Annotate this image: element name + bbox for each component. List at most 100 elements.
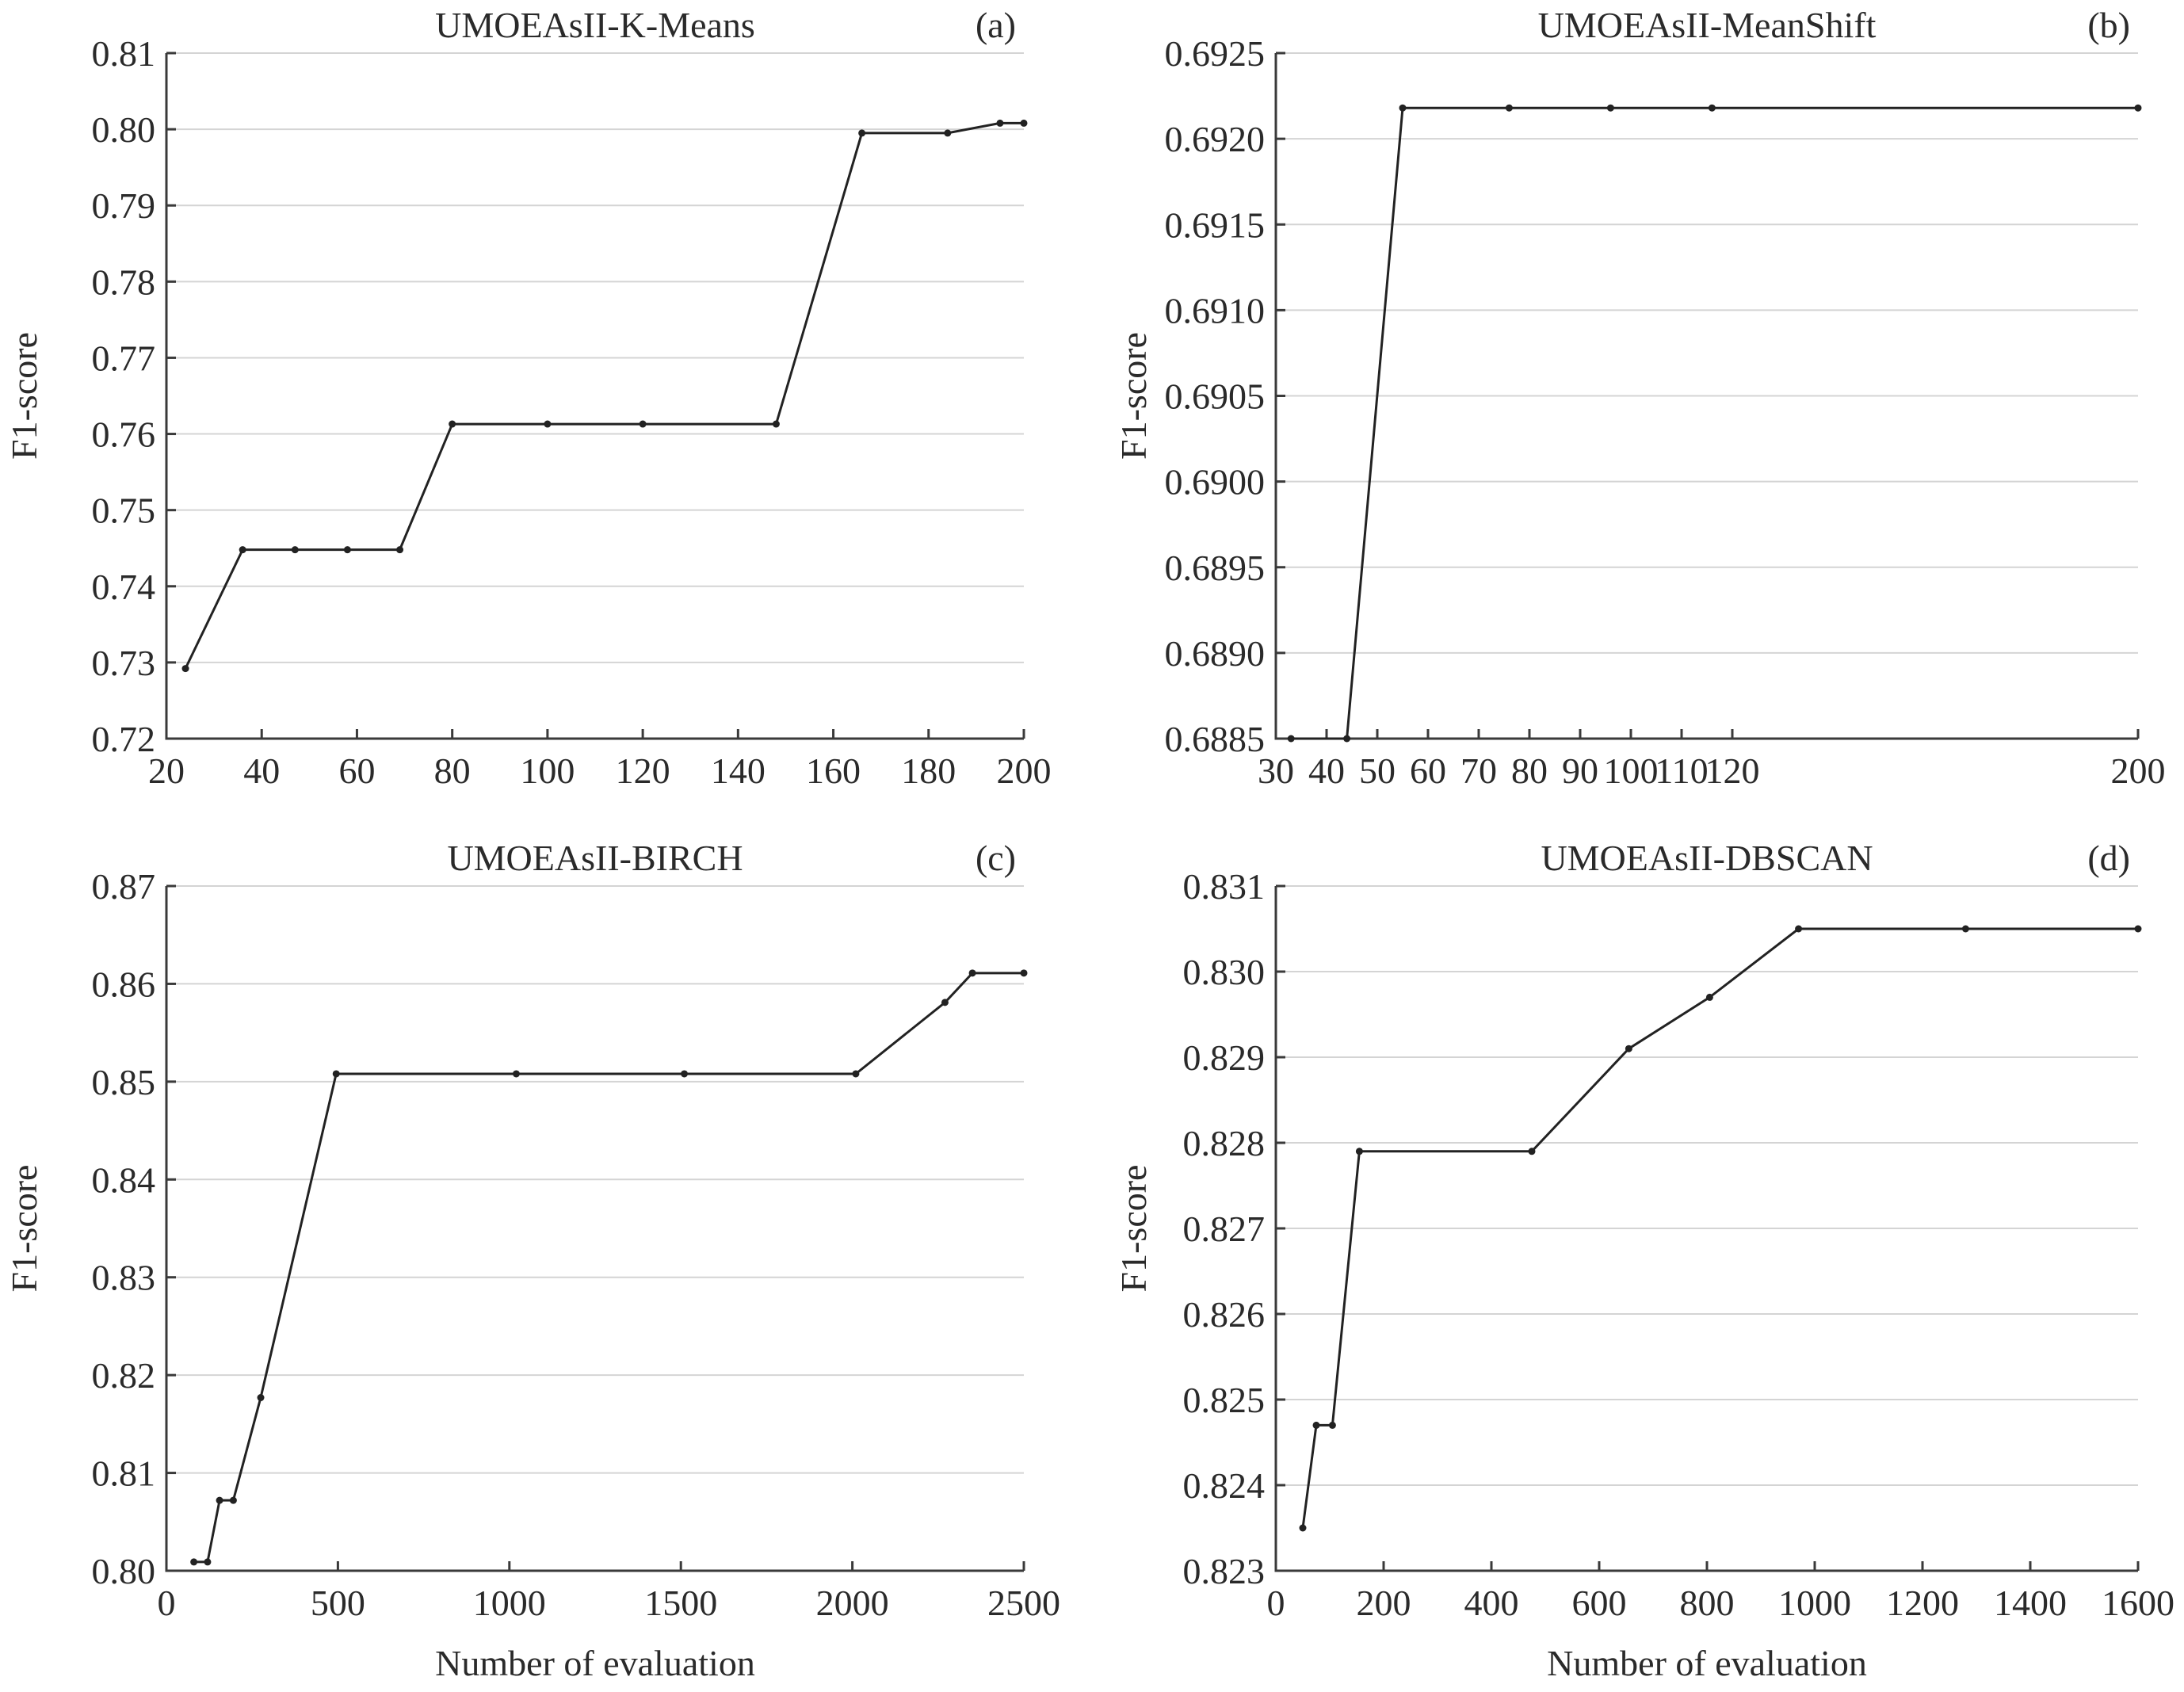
chart-title: UMOEAsII-BIRCH [447,838,743,878]
x-tick-label: 180 [901,751,956,791]
data-point [681,1070,689,1078]
data-point [1708,104,1716,112]
data-point [332,1070,340,1078]
x-tick-label: 50 [1359,751,1396,791]
panel-c: 0.80 0.81 0.82 0.83 0.84 0.85 0.86 0.87 0 500 1000… [4,838,1060,1683]
panel-b: 0.6885 0.6890 0.6895 0.6900 0.6905 0.6910 0.69… [1113,5,2166,791]
data-point [944,129,952,137]
y-tick-label: 0.6910 [1165,290,1266,330]
x-tick-label: 200 [997,751,1052,791]
x-tick-label: 110 [1655,751,1708,791]
data-point [858,129,866,137]
y-tick-label: 0.79 [92,185,156,226]
x-tick-label: 200 [1357,1583,1411,1623]
y-tick-label: 0.80 [92,1551,156,1591]
data-point [204,1558,212,1566]
series-line [1301,927,2138,1529]
x-tick-label: 90 [1562,751,1598,791]
y-tick-label: 0.6915 [1165,204,1266,245]
y-tick-label: 0.81 [92,1453,156,1494]
data-point [257,1394,265,1402]
x-tick-label: 800 [1680,1583,1735,1623]
y-tick-label: 0.828 [1183,1123,1266,1163]
panel-label: (b) [2087,5,2130,45]
x-tick-label: 100 [520,751,575,791]
x-tick-label: 2500 [987,1583,1060,1623]
y-tick-label: 0.825 [1183,1380,1266,1420]
x-tick-label: 1400 [1994,1583,2067,1623]
data-point [2134,925,2142,933]
y-tick-label: 0.72 [92,719,156,759]
data-point [229,1496,237,1504]
chart-title: UMOEAsII-MeanShift [1538,5,1877,45]
x-tick-label: 30 [1258,751,1294,791]
x-tick-label: 60 [338,751,375,791]
y-tick-label: 0.82 [92,1355,156,1396]
y-tick-label: 0.86 [92,964,156,1004]
y-tick-label: 0.823 [1183,1551,1266,1591]
y-tick-label: 0.81 [92,33,156,74]
data-point [852,1070,860,1078]
x-tick-label: 140 [711,751,766,791]
x-tick-label: 60 [1410,751,1446,791]
data-point [396,546,404,554]
data-point [1528,1148,1536,1155]
data-point [2134,104,2142,112]
x-tick-label: 70 [1460,751,1497,791]
y-tick-label: 0.830 [1183,952,1266,992]
x-tick-label: 1500 [644,1583,717,1623]
x-tick-label: 600 [1572,1583,1627,1623]
x-tick-label: 80 [1511,751,1548,791]
y-tick-label: 0.6890 [1165,633,1266,674]
x-axis-label: Number of evaluation [1547,1643,1867,1683]
x-tick-label: 80 [434,751,471,791]
axes-frame [1274,886,2138,1572]
data-point [343,546,351,554]
axes-frame [165,53,1024,740]
series-line [1291,106,2138,740]
x-tick-label: 1000 [1778,1583,1851,1623]
x-tick-label: 100 [1604,751,1659,791]
y-tick-label: 0.6905 [1165,376,1266,417]
y-tick-label: 0.827 [1183,1209,1266,1249]
data-point [1399,104,1407,112]
data-point [1343,735,1351,743]
y-axis-label: F1-score [4,1165,44,1293]
x-tick-label: 20 [148,751,185,791]
y-tick-label: 0.6900 [1165,462,1266,502]
data-point [1020,119,1028,127]
y-tick-label: 0.6895 [1165,548,1266,588]
x-tick-label: 2000 [816,1583,889,1623]
y-tick-label: 0.6920 [1165,119,1266,159]
data-point [996,119,1004,127]
y-tick-label: 0.75 [92,491,156,531]
x-tick-label: 160 [806,751,861,791]
chart-title: UMOEAsII-DBSCAN [1541,838,1873,878]
data-point [1299,1524,1307,1532]
panel-d: 0.823 0.824 0.825 0.826 0.827 0.828 0.829 0.830… [1113,838,2174,1683]
y-tick-label: 0.6925 [1165,33,1266,74]
data-point [1505,104,1513,112]
data-point [449,420,456,428]
panel-label: (c) [976,838,1016,878]
y-tick-label: 0.6885 [1165,719,1266,759]
data-point [1606,104,1614,112]
y-tick-label: 0.76 [92,414,156,455]
x-tick-label: 1600 [2102,1583,2174,1623]
x-tick-label: 40 [1308,751,1345,791]
panel-label: (a) [976,5,1016,45]
y-tick-label: 0.78 [92,262,156,302]
data-point [1020,969,1028,977]
y-tick-label: 0.74 [92,567,156,607]
data-point [941,999,949,1006]
y-axis-label: F1-score [4,332,44,460]
y-axis-label: F1-score [1113,1165,1154,1293]
data-point [291,546,299,554]
x-tick-label: 0 [158,1583,176,1623]
data-point [544,420,552,428]
y-tick-label: 0.824 [1183,1465,1266,1506]
x-tick-label: 0 [1267,1583,1285,1623]
x-tick-label: 500 [311,1583,365,1623]
x-tick-label: 120 [616,751,670,791]
